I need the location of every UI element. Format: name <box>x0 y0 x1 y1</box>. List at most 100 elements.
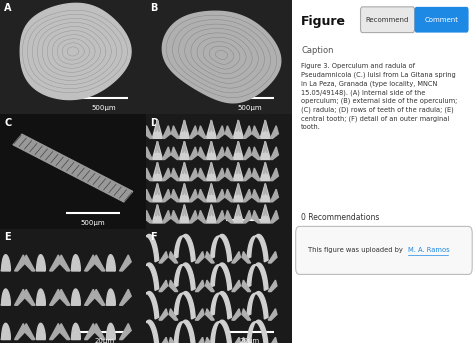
Polygon shape <box>15 255 26 271</box>
Polygon shape <box>15 323 26 340</box>
Polygon shape <box>210 162 213 174</box>
Polygon shape <box>58 255 70 271</box>
Polygon shape <box>84 323 96 340</box>
Polygon shape <box>138 292 159 319</box>
Text: C: C <box>4 118 12 128</box>
Polygon shape <box>1 255 10 271</box>
Polygon shape <box>210 141 213 153</box>
Polygon shape <box>270 189 278 202</box>
Polygon shape <box>159 309 168 320</box>
Text: Figure: Figure <box>301 15 346 28</box>
Polygon shape <box>171 147 179 159</box>
Polygon shape <box>244 168 251 181</box>
Polygon shape <box>50 289 61 305</box>
Text: Recommend: Recommend <box>366 17 409 23</box>
Polygon shape <box>233 141 244 159</box>
Polygon shape <box>155 205 159 216</box>
Polygon shape <box>233 184 244 202</box>
Polygon shape <box>206 141 217 159</box>
Polygon shape <box>237 184 240 195</box>
Polygon shape <box>155 120 159 131</box>
Polygon shape <box>232 280 240 292</box>
Polygon shape <box>106 255 115 271</box>
Polygon shape <box>217 210 225 223</box>
Polygon shape <box>237 141 240 153</box>
Polygon shape <box>225 168 233 181</box>
Polygon shape <box>13 134 133 202</box>
Polygon shape <box>206 184 217 202</box>
Polygon shape <box>270 147 278 159</box>
Polygon shape <box>210 263 232 291</box>
Polygon shape <box>23 289 35 305</box>
Polygon shape <box>169 251 178 263</box>
Text: 20μm: 20μm <box>240 339 260 343</box>
Polygon shape <box>260 205 270 223</box>
Polygon shape <box>138 263 159 291</box>
Polygon shape <box>155 141 159 153</box>
FancyBboxPatch shape <box>296 226 472 274</box>
Polygon shape <box>163 126 171 138</box>
Polygon shape <box>155 184 159 195</box>
Polygon shape <box>20 3 131 99</box>
Polygon shape <box>264 162 267 174</box>
Text: M. A. Ramos: M. A. Ramos <box>408 247 450 253</box>
Text: 500μm: 500μm <box>237 105 262 111</box>
Polygon shape <box>144 210 152 223</box>
Polygon shape <box>206 280 214 292</box>
FancyBboxPatch shape <box>415 7 469 33</box>
Polygon shape <box>58 289 70 305</box>
Polygon shape <box>260 184 270 202</box>
Polygon shape <box>260 162 270 181</box>
Text: E: E <box>4 232 11 242</box>
Polygon shape <box>50 255 61 271</box>
Polygon shape <box>133 337 141 343</box>
Polygon shape <box>152 205 163 223</box>
Polygon shape <box>268 251 277 263</box>
Polygon shape <box>195 251 204 263</box>
Polygon shape <box>152 162 163 181</box>
Polygon shape <box>252 147 260 159</box>
Polygon shape <box>163 189 171 202</box>
Polygon shape <box>190 147 198 159</box>
Polygon shape <box>93 289 105 305</box>
Polygon shape <box>210 234 232 262</box>
Polygon shape <box>264 205 267 216</box>
Polygon shape <box>119 255 131 271</box>
Polygon shape <box>93 255 105 271</box>
Text: A: A <box>4 3 12 13</box>
Polygon shape <box>133 280 141 292</box>
Polygon shape <box>225 210 233 223</box>
Polygon shape <box>247 234 268 262</box>
Text: 500μm: 500μm <box>92 105 117 111</box>
Polygon shape <box>264 184 267 195</box>
Polygon shape <box>144 168 152 181</box>
Polygon shape <box>138 320 159 343</box>
Polygon shape <box>210 184 213 195</box>
Polygon shape <box>233 205 244 223</box>
Polygon shape <box>206 309 214 320</box>
Polygon shape <box>169 309 178 320</box>
Polygon shape <box>268 337 277 343</box>
FancyBboxPatch shape <box>361 7 415 33</box>
Polygon shape <box>232 251 240 263</box>
Polygon shape <box>106 289 115 305</box>
Text: Figure 3. Operculum and radula of
Pseudamnicola (C.) luisi from La Gitana spring: Figure 3. Operculum and radula of Pseuda… <box>301 63 457 130</box>
Polygon shape <box>268 309 277 320</box>
Polygon shape <box>225 126 233 138</box>
Polygon shape <box>270 168 278 181</box>
Polygon shape <box>58 323 70 340</box>
Polygon shape <box>237 205 240 216</box>
Polygon shape <box>237 120 240 131</box>
Polygon shape <box>195 309 204 320</box>
Text: Comment: Comment <box>425 17 458 23</box>
Polygon shape <box>217 168 225 181</box>
Polygon shape <box>198 189 206 202</box>
Polygon shape <box>171 210 179 223</box>
Polygon shape <box>162 11 281 103</box>
Polygon shape <box>23 323 35 340</box>
Polygon shape <box>195 280 204 292</box>
Polygon shape <box>1 289 10 305</box>
Polygon shape <box>206 162 217 181</box>
Polygon shape <box>244 147 251 159</box>
Polygon shape <box>252 210 260 223</box>
